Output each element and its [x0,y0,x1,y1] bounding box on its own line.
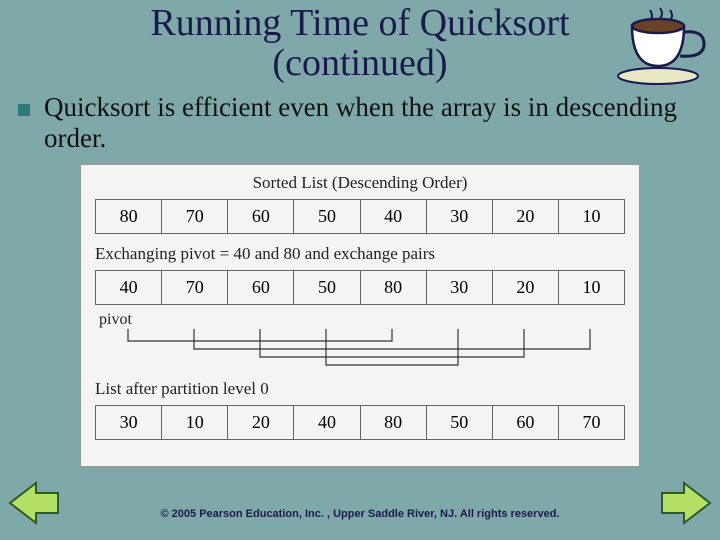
cell: 80 [360,405,426,439]
cell: 80 [360,270,426,304]
cell: 10 [558,199,624,233]
title-line-1: Running Time of Quicksort [150,2,569,44]
cell: 30 [96,405,162,439]
cell: 30 [426,270,492,304]
copyright-footer: © 2005 Pearson Education, Inc. , Upper S… [0,508,720,520]
cell: 20 [492,270,558,304]
bullet-item: Quicksort is efficient even when the arr… [0,84,720,154]
figure-label-3: List after partition level 0 [95,379,625,399]
cell: 50 [294,199,360,233]
cell: 60 [492,405,558,439]
cell: 20 [228,405,294,439]
arrow-right-icon [660,481,712,525]
array-table-3: 30 10 20 40 80 50 60 70 [95,405,625,440]
pivot-label: pivot [99,311,625,329]
array-table-1: 80 70 60 50 40 30 20 10 [95,199,625,234]
cell: 70 [162,270,228,304]
cell: 50 [426,405,492,439]
cell: 30 [426,199,492,233]
bullet-text: Quicksort is efficient even when the arr… [44,92,692,154]
cell: 70 [162,199,228,233]
cell: 40 [96,270,162,304]
arrow-left-icon [8,481,60,525]
exchange-brackets-icon [95,329,625,369]
cell: 20 [492,199,558,233]
title-line-2: (continued) [272,42,447,84]
figure-label-2: Exchanging pivot = 40 and 80 and exchang… [95,244,625,264]
bullet-marker-icon [18,104,30,116]
cell: 10 [162,405,228,439]
cell: 60 [228,270,294,304]
cell: 10 [558,270,624,304]
cell: 80 [96,199,162,233]
figure-label-1: Sorted List (Descending Order) [95,173,625,193]
figure-panel: Sorted List (Descending Order) 80 70 60 … [80,164,640,467]
slide: Running Time of Quicksort (continued) Qu… [0,0,720,540]
cell: 50 [294,270,360,304]
next-button[interactable] [660,481,712,530]
coffee-cup-icon [610,6,710,86]
array-table-2: 40 70 60 50 80 30 20 10 [95,270,625,305]
cell: 60 [228,199,294,233]
prev-button[interactable] [8,481,60,530]
cell: 40 [294,405,360,439]
cell: 70 [558,405,624,439]
cell: 40 [360,199,426,233]
